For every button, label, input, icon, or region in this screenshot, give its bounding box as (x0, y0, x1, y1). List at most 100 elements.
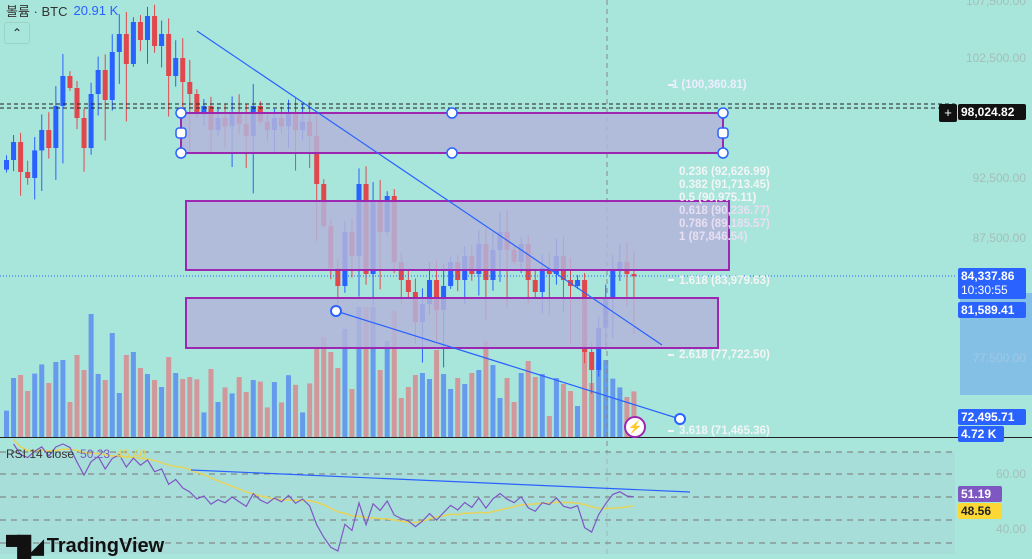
volume-bar (356, 307, 362, 437)
volume-bar (476, 370, 482, 437)
fib-label: 0.382 (91,713.45) (679, 179, 770, 191)
volume-bar (603, 360, 609, 437)
fib-label: 2.618 (77,722.50) (679, 349, 770, 361)
volume-bar (490, 365, 496, 437)
candle (95, 56, 101, 116)
volume-bar (74, 355, 80, 437)
volume-bar (123, 355, 129, 437)
volume-bar (25, 391, 31, 437)
tradingview-logo[interactable]: ▀█◢ TradingView (6, 534, 164, 559)
fib-label: 0.5 (90,975.11) (679, 192, 757, 204)
volume-bar (384, 341, 390, 437)
rsi-axis-tick: 40.00 (995, 522, 1026, 536)
volume-bar (624, 397, 630, 437)
rectangle-handles[interactable] (175, 107, 729, 159)
candle (137, 15, 143, 52)
candle-body (187, 82, 193, 94)
volume-bar (546, 416, 552, 437)
volume-bar (539, 374, 545, 437)
trend-line[interactable] (196, 30, 663, 346)
candle-body (532, 280, 538, 292)
candle (173, 40, 179, 87)
candle-body (116, 34, 122, 52)
volume-bar (102, 380, 108, 437)
fib-label: -1 (100,360.81) (668, 79, 747, 91)
volume-bar (448, 389, 454, 437)
candle (102, 54, 108, 141)
volume-bar (145, 374, 150, 437)
lightning-icon[interactable]: ⚡ (624, 416, 646, 438)
candle-body (539, 268, 545, 292)
axis-tick: 107,500.00 (965, 0, 1026, 8)
volume-bar (525, 361, 531, 437)
candle-body (81, 118, 87, 148)
candle-body (4, 160, 9, 170)
candle (116, 14, 122, 84)
volume-bar (335, 368, 341, 437)
volume-bar (95, 374, 101, 437)
volume-bar (483, 341, 489, 437)
volume-bar (328, 352, 334, 437)
candle-body (60, 76, 66, 106)
candle (67, 71, 73, 91)
candle (109, 34, 115, 111)
candle-body (25, 172, 31, 178)
candle-body (159, 34, 165, 46)
volume-bar (18, 375, 24, 437)
candle-body (109, 52, 115, 100)
volume-bar (60, 360, 66, 437)
volume-bar (243, 392, 249, 437)
rsi-value: 50.23 (80, 447, 111, 461)
candle-body (434, 280, 440, 310)
candle (123, 11, 129, 122)
fib-label: 1.618 (83,979.63) (679, 275, 770, 287)
rsi-trend-line[interactable] (190, 469, 691, 493)
volume-bars (4, 307, 637, 437)
candle (159, 20, 165, 68)
fib-label: 0.236 (92,626.99) (679, 166, 770, 178)
fib-ticks (668, 84, 674, 432)
trend-line[interactable] (335, 310, 681, 420)
collapse-legend-button[interactable]: ⌃ (4, 22, 30, 44)
volume-bar (152, 380, 158, 437)
volume-bar (11, 378, 17, 437)
volume-bar (286, 375, 291, 437)
volume-bar (250, 380, 256, 437)
rectangle-drawing[interactable] (185, 297, 719, 349)
candle (32, 136, 38, 200)
volume-bar (81, 370, 87, 437)
candle-body (173, 58, 179, 76)
trend-handle[interactable] (674, 413, 686, 425)
volume-bar (215, 402, 221, 437)
volume-bar (271, 382, 277, 437)
rectangle-drawing[interactable] (180, 112, 724, 154)
candle (88, 82, 94, 155)
candle-body (589, 352, 595, 370)
level-tag: 72,495.71 (958, 409, 1026, 425)
axis-tick: 87,500.00 (972, 231, 1026, 245)
volume-bar (173, 373, 179, 437)
candle (11, 135, 17, 172)
volume-bar (617, 387, 623, 437)
rsi-ma-tag: 48.56 (958, 503, 1002, 519)
candle-body (335, 268, 341, 286)
volume-bar (518, 373, 524, 437)
candle-body (88, 94, 94, 148)
candle (46, 112, 52, 159)
level-tag: 81,589.41 (958, 302, 1026, 318)
volume-bar (39, 364, 45, 437)
trend-handle[interactable] (330, 305, 342, 317)
rectangle-drawing[interactable] (185, 200, 730, 271)
candle-body (95, 70, 101, 94)
add-alert-button[interactable]: + (939, 104, 957, 122)
volume-bar (405, 387, 411, 437)
candle-body (67, 76, 73, 88)
volume-bar (67, 402, 73, 437)
volume-bar (412, 375, 418, 437)
volume-bar (349, 389, 355, 437)
candle-body (46, 130, 52, 148)
volume-bar (300, 412, 306, 437)
candle-body (314, 136, 320, 184)
candle-body (53, 106, 59, 148)
